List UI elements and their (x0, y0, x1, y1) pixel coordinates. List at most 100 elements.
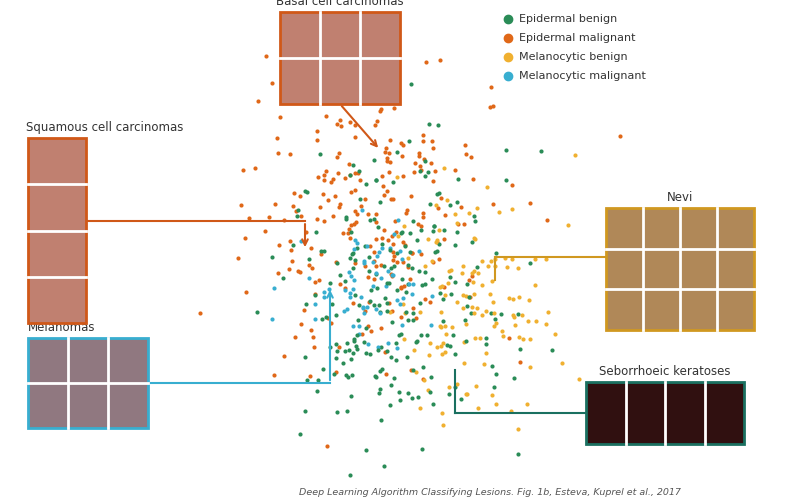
Point (349, 256, 362, 264)
Point (511, 425, 524, 433)
Point (395, 283, 407, 291)
Point (439, 211, 452, 219)
Point (485, 82, 498, 91)
Point (389, 216, 402, 224)
Point (242, 214, 255, 222)
Point (460, 337, 473, 345)
Point (286, 240, 299, 248)
Point (484, 103, 496, 111)
Point (265, 79, 278, 87)
Point (431, 236, 444, 244)
Point (529, 256, 541, 264)
Point (426, 257, 439, 265)
Point (359, 446, 372, 454)
Point (386, 271, 399, 279)
Point (386, 318, 399, 326)
Point (540, 255, 553, 263)
Point (524, 335, 537, 343)
Point (415, 445, 428, 453)
Point (358, 242, 371, 250)
Point (337, 359, 350, 367)
Point (448, 383, 461, 391)
Point (418, 172, 431, 180)
Point (295, 212, 308, 220)
Point (387, 374, 400, 382)
Point (299, 406, 312, 414)
Point (413, 151, 426, 159)
Point (503, 334, 516, 343)
Point (273, 241, 286, 249)
Point (541, 216, 553, 224)
Point (357, 303, 370, 311)
Point (524, 363, 537, 371)
Point (395, 275, 408, 283)
Point (277, 352, 290, 360)
Point (476, 311, 488, 319)
Point (496, 332, 509, 341)
Point (486, 391, 499, 399)
Point (317, 288, 330, 296)
Point (321, 442, 334, 450)
Point (338, 286, 351, 294)
Point (529, 281, 541, 289)
Point (395, 229, 407, 237)
Point (314, 249, 327, 258)
Point (487, 298, 500, 306)
Point (298, 306, 310, 314)
Point (415, 222, 427, 230)
Point (486, 362, 499, 370)
Point (266, 315, 279, 323)
Point (424, 159, 437, 167)
Point (363, 267, 376, 275)
Point (467, 278, 480, 286)
Point (437, 283, 450, 291)
Point (345, 392, 358, 400)
Point (299, 187, 312, 195)
Point (342, 268, 355, 276)
Point (468, 234, 480, 242)
Point (328, 192, 341, 200)
Point (374, 108, 387, 116)
Point (286, 202, 299, 210)
Text: Melanocytic benign: Melanocytic benign (519, 52, 628, 62)
Point (435, 342, 448, 350)
Text: Squamous cell carcinomas: Squamous cell carcinomas (26, 121, 184, 134)
Point (354, 202, 367, 210)
Point (344, 471, 357, 479)
Point (444, 201, 457, 209)
Point (471, 264, 484, 272)
Point (419, 157, 431, 165)
Point (319, 312, 332, 320)
Point (444, 343, 456, 351)
Point (347, 161, 360, 169)
Point (344, 228, 357, 236)
Point (272, 269, 285, 277)
Point (350, 244, 363, 253)
Point (460, 149, 472, 157)
Point (439, 348, 452, 356)
Point (384, 246, 397, 255)
Point (500, 263, 513, 271)
Point (283, 236, 296, 244)
Point (384, 308, 397, 316)
Point (317, 171, 330, 179)
Point (370, 210, 383, 218)
Point (488, 383, 500, 391)
Point (353, 176, 366, 184)
Point (237, 166, 249, 174)
Point (432, 255, 445, 263)
Point (361, 241, 374, 249)
Point (391, 286, 403, 294)
Point (535, 147, 548, 155)
Point (343, 289, 356, 297)
Point (344, 355, 357, 363)
Point (438, 164, 451, 172)
Point (390, 228, 403, 236)
Point (368, 215, 381, 223)
Point (506, 205, 519, 213)
Point (371, 253, 383, 261)
Point (402, 389, 415, 397)
Point (367, 282, 380, 290)
Point (407, 217, 419, 225)
Point (379, 148, 391, 156)
